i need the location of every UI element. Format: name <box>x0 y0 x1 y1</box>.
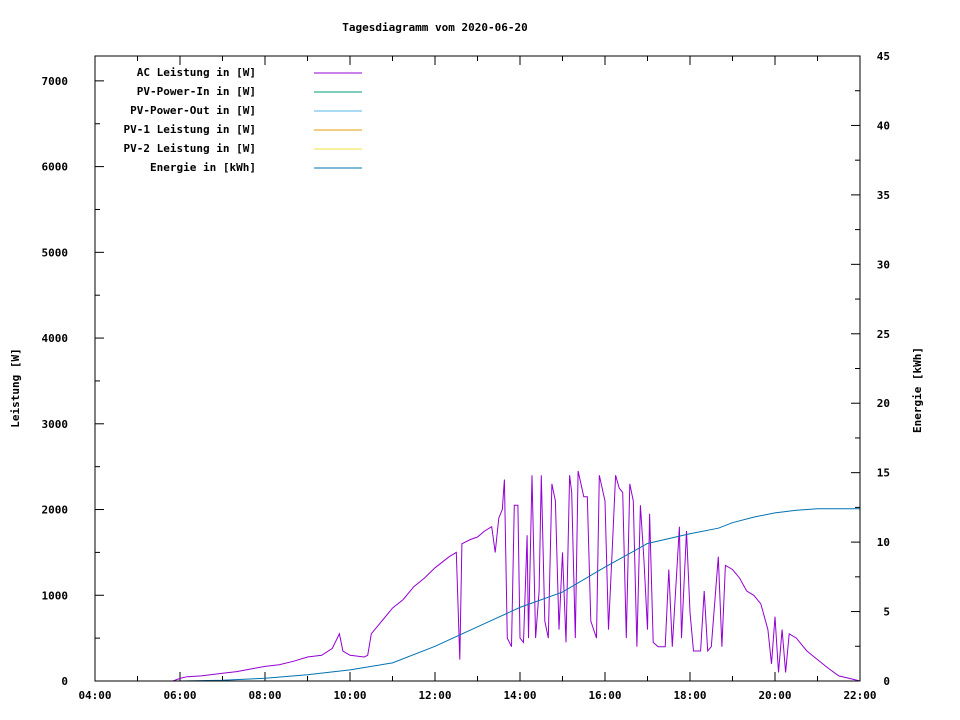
y-tick-label: 0 <box>61 675 68 688</box>
y2-tick-label: 5 <box>883 606 890 619</box>
y2-tick-label: 0 <box>883 675 890 688</box>
x-tick-label: 22:00 <box>843 689 876 702</box>
y2-tick-label: 45 <box>877 50 890 63</box>
y2-axis-label: Energie [kWh] <box>911 347 924 433</box>
x-tick-label: 12:00 <box>418 689 451 702</box>
y-tick-label: 2000 <box>42 504 69 517</box>
legend-label: PV-Power-In in [W] <box>137 85 256 98</box>
y-tick-label: 4000 <box>42 332 69 345</box>
y-tick-label: 6000 <box>42 161 69 174</box>
legend-label: PV-2 Leistung in [W] <box>124 142 256 155</box>
y2-tick-label: 25 <box>877 328 890 341</box>
legend-label: PV-Power-Out in [W] <box>130 104 256 117</box>
x-tick-label: 20:00 <box>758 689 791 702</box>
y2-tick-label: 15 <box>877 467 890 480</box>
y2-tick-label: 35 <box>877 189 890 202</box>
chart-title: Tagesdiagramm vom 2020-06-20 <box>342 21 527 34</box>
y-tick-label: 3000 <box>42 418 69 431</box>
x-tick-label: 18:00 <box>673 689 706 702</box>
series-line-ac-leistung-in-w <box>172 470 861 682</box>
y-axis-label: Leistung [W] <box>9 348 22 427</box>
y-tick-label: 5000 <box>42 246 69 259</box>
legend-label: Energie in [kWh] <box>150 161 256 174</box>
y2-tick-label: 40 <box>877 119 890 132</box>
legend-label: AC Leistung in [W] <box>137 66 256 79</box>
legend: AC Leistung in [W] PV-Power-In in [W] PV-P… <box>124 66 362 174</box>
legend-label: PV-1 Leistung in [W] <box>124 123 256 136</box>
y2-tick-label: 30 <box>877 258 890 271</box>
x-tick-label: 04:00 <box>78 689 111 702</box>
x-tick-label: 14:00 <box>503 689 536 702</box>
y-tick-label: 1000 <box>42 589 69 602</box>
y2-tick-label: 10 <box>877 536 890 549</box>
series-line-energie-in-kwh <box>179 508 860 682</box>
y2-tick-label: 20 <box>877 397 890 410</box>
y-tick-label: 7000 <box>42 75 69 88</box>
plot-frame <box>94 55 861 682</box>
x-tick-label: 16:00 <box>588 689 621 702</box>
x-tick-label: 06:00 <box>163 689 196 702</box>
x-tick-label: 08:00 <box>248 689 281 702</box>
x-tick-label: 10:00 <box>333 689 366 702</box>
